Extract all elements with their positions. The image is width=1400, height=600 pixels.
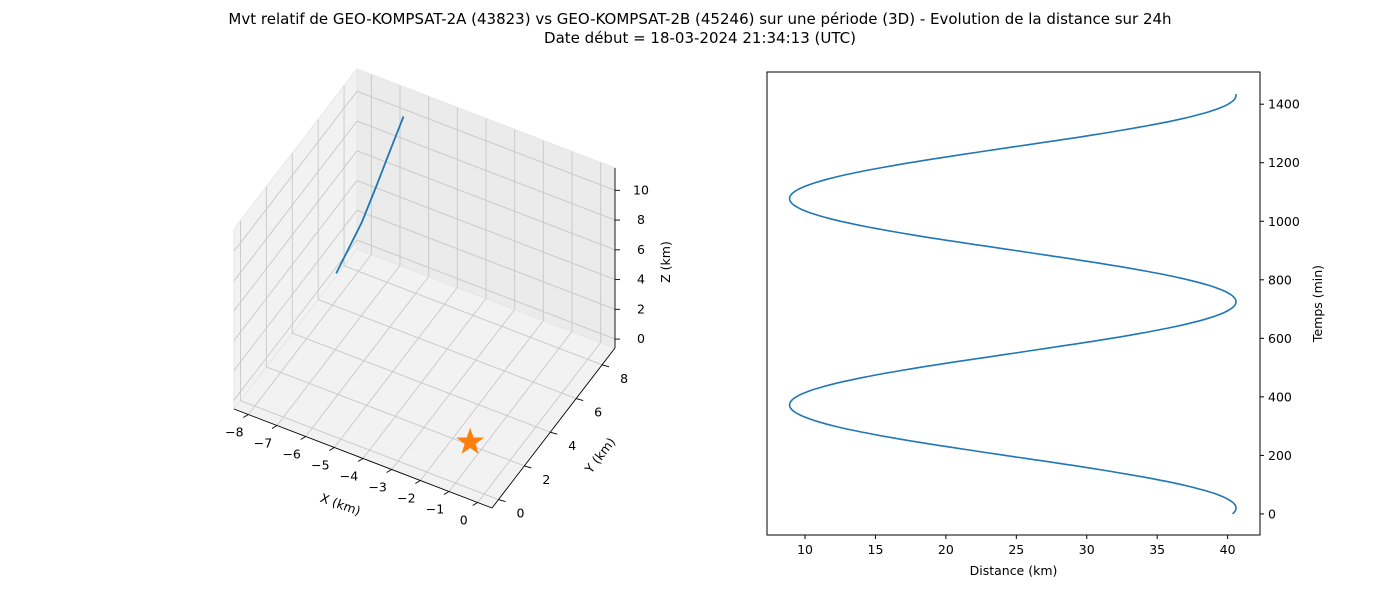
- x-tick-label: 25: [1008, 542, 1024, 557]
- grid-z-left: [233, 150, 358, 312]
- grid-z-left: [233, 210, 358, 371]
- z-tick-label: 0: [637, 331, 645, 346]
- y-tick-label: 1400: [1268, 97, 1300, 112]
- plot-distance: 10 15 20 25 30 35 400200400600800100012001400D…: [766, 71, 1325, 578]
- y-tick-label: 600: [1268, 331, 1292, 346]
- grid-x-floor: [448, 331, 573, 492]
- x-tick-mark: [300, 436, 306, 440]
- y-tick-mark: [550, 431, 558, 435]
- z-tick-label: 2: [637, 301, 645, 316]
- x-tick-label: 40: [1220, 542, 1236, 557]
- y-tick-mark: [524, 465, 532, 469]
- x-tick-mark: [357, 458, 364, 462]
- grid-y-floor: [292, 332, 551, 433]
- x-tick-mark: [386, 469, 392, 473]
- y-axis-line: [491, 347, 616, 509]
- z-tick-label: 10: [633, 182, 649, 197]
- trajectory-line: [335, 116, 405, 274]
- x-tick-label: 35: [1149, 542, 1165, 557]
- grid-z-back: [356, 180, 616, 280]
- grid-z-back: [356, 90, 616, 191]
- y-axis-label: Temps (min): [1310, 265, 1325, 343]
- grid-x-floor: [333, 287, 458, 448]
- y-tick-label: 200: [1268, 448, 1292, 463]
- x-tick-label: 20: [938, 542, 954, 557]
- x-tick-label: −8: [225, 425, 243, 440]
- y-tick-label: 8: [620, 371, 628, 386]
- y-tick-label: 1000: [1268, 214, 1300, 229]
- z-tick-label: 6: [637, 242, 645, 257]
- grid-x-floor: [477, 342, 602, 503]
- grid-x-floor: [362, 298, 487, 459]
- y-tick-mark: [576, 398, 584, 401]
- grid-z-left: [233, 91, 358, 252]
- grid-z-back: [356, 120, 616, 221]
- y-tick-label: 6: [594, 405, 602, 420]
- y-tick-label: 0: [516, 506, 524, 521]
- grid-z-left: [233, 239, 358, 401]
- x-tick-mark: [443, 491, 450, 495]
- z-tick-label: 4: [637, 272, 645, 287]
- plot-3d: −8 −7 −6 −5 −4 −3 −2 −1 0 0 2 4 6 8 0 2 4 6 8 10 X (km) Y (km…: [225, 67, 673, 528]
- x-tick-label: 0: [460, 513, 468, 528]
- x-tick-mark: [472, 502, 478, 506]
- y-tick-label: 0: [1268, 506, 1276, 521]
- x-tick-label: 15: [868, 542, 884, 557]
- x-tick-mark: [415, 480, 421, 484]
- x-tick-label: −3: [368, 480, 386, 495]
- grid-x-floor: [305, 276, 430, 437]
- grid-z-back: [356, 209, 616, 310]
- grid-y-floor: [266, 366, 525, 467]
- x-axis-label: X (km): [318, 490, 362, 518]
- y-tick-mark: [601, 364, 610, 368]
- grid-z-back: [356, 239, 616, 340]
- x-tick-label: −2: [397, 491, 415, 506]
- grid-y-floor: [240, 400, 499, 500]
- distance-curve: [788, 93, 1237, 515]
- grid-z-back: [356, 150, 616, 251]
- y-axis-label: Y (km): [581, 435, 619, 477]
- y-tick-label: 1200: [1268, 155, 1300, 170]
- chart-title: Mvt relatif de GEO-KOMPSAT-2A (43823) vs…: [0, 10, 1400, 48]
- title-line-1: Mvt relatif de GEO-KOMPSAT-2A (43823) vs…: [228, 10, 1172, 28]
- grid-z-left: [233, 180, 358, 341]
- grid-x-floor: [419, 320, 544, 481]
- z-tick-label: 8: [637, 212, 645, 227]
- x-tick-label: −6: [282, 447, 300, 462]
- plot-frame: [766, 71, 1261, 536]
- title-line-2: Date début = 18-03-2024 21:34:13 (UTC): [544, 29, 856, 47]
- x-tick-label: −4: [340, 469, 358, 484]
- x-tick-mark: [329, 447, 335, 451]
- y-tick-mark: [498, 499, 506, 503]
- grid-x-floor: [247, 254, 372, 415]
- x-axis-label: Distance (km): [970, 563, 1058, 578]
- x-tick-mark: [243, 414, 249, 418]
- y-tick-label: 2: [542, 472, 550, 487]
- grid-x-floor: [391, 309, 516, 470]
- x-tick-label: −5: [311, 458, 329, 473]
- grid-y-floor: [317, 299, 577, 399]
- z-axis-label: Z (km): [658, 241, 673, 283]
- x-tick-label: −1: [426, 502, 444, 517]
- x-tick-label: −7: [254, 436, 272, 451]
- x-tick-label: 30: [1079, 542, 1095, 557]
- y-tick-label: 800: [1268, 272, 1292, 287]
- grid-x-floor: [276, 265, 401, 426]
- y-tick-label: 4: [568, 438, 576, 453]
- x-tick-mark: [271, 425, 278, 429]
- reference-star-marker: [456, 427, 484, 454]
- y-tick-label: 400: [1268, 389, 1292, 404]
- grid-z-left: [233, 120, 358, 282]
- x-tick-label: 10: [797, 542, 813, 557]
- grid-y-floor: [343, 265, 603, 366]
